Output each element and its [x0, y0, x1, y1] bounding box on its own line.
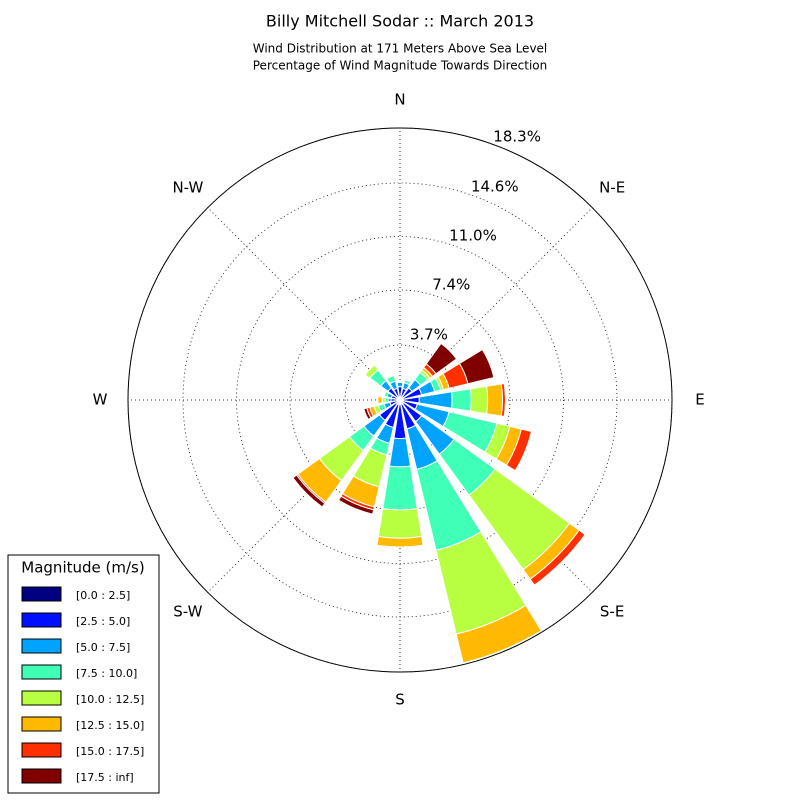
r-tick-label: 11.0%	[449, 227, 497, 245]
wedge-segment	[469, 385, 489, 415]
wedge-segment	[534, 534, 586, 586]
wedge-segment	[450, 388, 472, 412]
legend-swatch	[21, 612, 62, 628]
legend-label: [10.0 : 12.5]	[76, 693, 144, 706]
spoke	[399, 207, 593, 401]
legend-swatch	[21, 716, 62, 732]
direction-label: S-E	[600, 603, 624, 621]
legend-swatch	[21, 638, 62, 654]
legend-label: [0.0 : 2.5]	[76, 589, 130, 602]
grid-ring	[236, 236, 564, 564]
wedge-segment	[382, 465, 418, 511]
legend-swatch	[21, 768, 62, 784]
wedge-segment	[386, 374, 395, 379]
spoke	[207, 399, 401, 593]
r-tick-label: 3.7%	[410, 326, 448, 344]
spoke	[207, 207, 401, 401]
direction-label: E	[695, 391, 704, 409]
direction-label: N	[394, 91, 405, 109]
legend-swatch	[21, 690, 62, 706]
wedge-segment	[363, 407, 372, 421]
chart-subtitle: Wind Distribution at 171 Meters Above Se…	[253, 42, 548, 56]
legend-label: [5.0 : 7.5]	[76, 641, 130, 654]
wedge-segment	[458, 348, 495, 385]
direction-label: W	[93, 391, 108, 409]
wedge-segment	[376, 535, 424, 548]
legend-swatch	[21, 742, 62, 758]
r-tick-label: 14.6%	[471, 178, 519, 196]
legend-swatch	[21, 586, 62, 602]
legend-label: [2.5 : 5.0]	[76, 615, 130, 628]
legend-label: [17.5 : inf]	[76, 771, 134, 784]
legend-label: [7.5 : 10.0]	[76, 667, 137, 680]
direction-label: N-W	[172, 178, 203, 196]
chart-title: Billy Mitchell Sodar :: March 2013	[266, 12, 534, 31]
direction-label: N-E	[599, 178, 625, 196]
bars	[292, 342, 586, 664]
labels: 3.7% 7.4% 11.0% 14.6% 18.3% N N-E E S-E S S-W W N-W	[93, 91, 705, 709]
legend-title: Magnitude (m/s)	[21, 559, 144, 577]
grid-ring	[182, 182, 618, 618]
wedge-segment	[364, 364, 375, 375]
wedge-segment	[396, 381, 404, 388]
legend: Magnitude (m/s) [0.0 : 2.5] [2.5 : 5.0] [5…	[7, 554, 160, 794]
r-tick-label: 7.4%	[432, 275, 470, 293]
legend-label: [12.5 : 15.0]	[76, 719, 144, 732]
wedge-segment	[377, 395, 383, 405]
legend-label: [15.0 : 17.5]	[76, 745, 144, 758]
chart-subtitle: Percentage of Wind Magnitude Towards Dir…	[253, 59, 547, 73]
wedge-segment	[425, 342, 458, 375]
legend-swatch	[21, 664, 62, 680]
wedge-segment	[388, 437, 412, 468]
wedge-segment	[337, 495, 375, 515]
wedge-segment	[377, 508, 423, 539]
wedge-segment	[292, 474, 326, 508]
direction-label: S	[395, 691, 405, 709]
direction-label: S-W	[173, 603, 202, 621]
wedge-segment	[486, 383, 504, 417]
grid-ring	[127, 127, 673, 673]
r-tick-label: 18.3%	[493, 127, 541, 145]
